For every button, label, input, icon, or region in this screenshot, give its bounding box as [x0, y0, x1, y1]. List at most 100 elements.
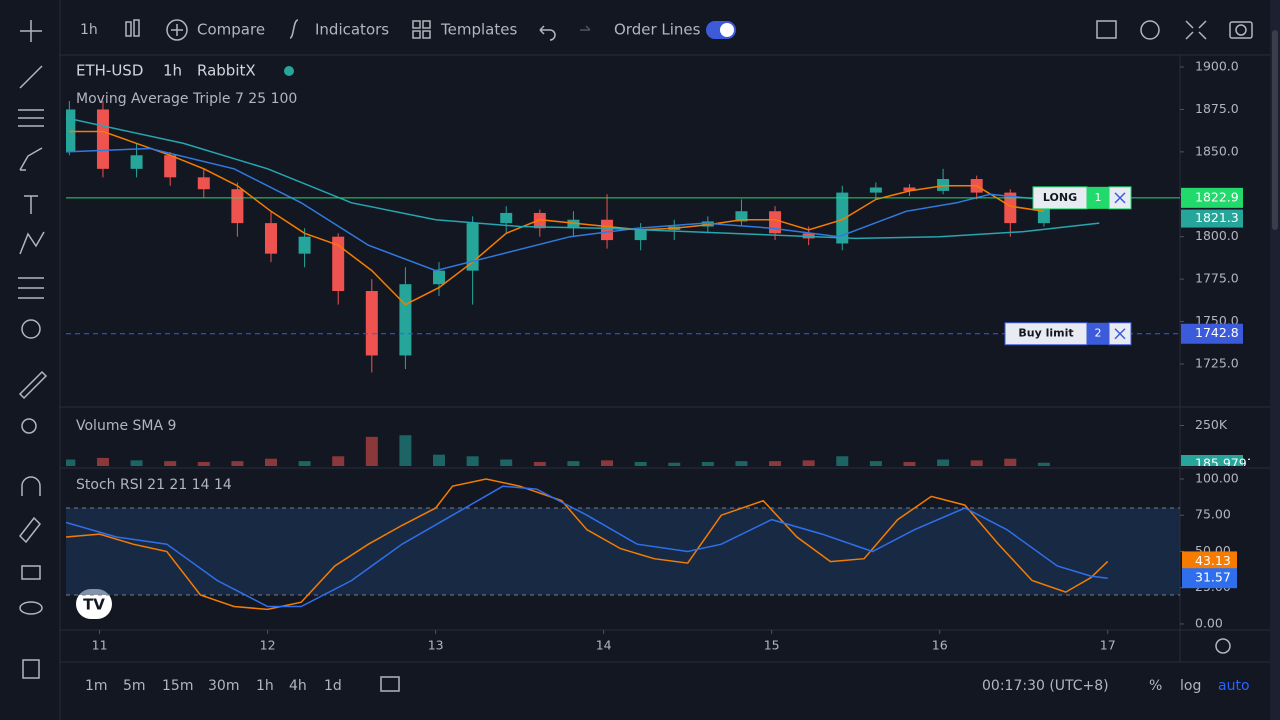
- x-tick-label: 15: [764, 638, 780, 653]
- status-dot: [284, 66, 294, 76]
- delete-tool[interactable]: [22, 659, 40, 679]
- timeframe-button[interactable]: 5m: [123, 678, 146, 694]
- date-range[interactable]: [380, 676, 400, 692]
- volume-bar: [130, 460, 143, 466]
- order-qty-label: 1: [1095, 191, 1102, 204]
- exchange: RabbitX: [197, 62, 256, 80]
- zoom-tool[interactable]: [21, 418, 37, 434]
- candle-body: [634, 229, 647, 241]
- volume-bar: [298, 461, 311, 466]
- indicator-line: [66, 478, 1109, 611]
- order-qty: [1087, 186, 1109, 209]
- candle-body: [937, 179, 950, 191]
- indicators-button[interactable]: Indicators: [315, 21, 389, 39]
- candle-body: [332, 236, 345, 291]
- indicator-line: [66, 117, 1100, 240]
- lock-tool[interactable]: [21, 565, 41, 580]
- volume-bar: [601, 460, 614, 466]
- x-tick-label: 13: [428, 638, 444, 653]
- settings[interactable]: [1140, 20, 1160, 40]
- volume-bar: [1004, 458, 1017, 466]
- templates-icon[interactable]: [412, 20, 421, 29]
- magnet-tool[interactable]: [21, 476, 41, 496]
- candle-body: [365, 290, 378, 356]
- candle-body: [197, 177, 210, 190]
- price-pane: [66, 100, 1100, 373]
- candle-body: [567, 219, 580, 229]
- screenshot[interactable]: [1229, 21, 1253, 39]
- order-qty: [1087, 322, 1109, 345]
- y-tick-label: 1875.0: [1195, 101, 1239, 116]
- logo[interactable]: [76, 589, 112, 619]
- text-tool[interactable]: [24, 195, 38, 214]
- fib-tool[interactable]: [18, 109, 44, 127]
- clock: 00:17:30 (UTC+8): [982, 678, 1109, 694]
- indicators-icon[interactable]: [289, 19, 299, 39]
- candle-body: [264, 223, 277, 254]
- volume-last-tag: 185.9791: [1181, 455, 1250, 466]
- scroll-thumb[interactable]: [1272, 30, 1278, 230]
- timeframe-button[interactable]: 1d: [324, 678, 342, 694]
- templates-button[interactable]: Templates: [440, 21, 517, 39]
- timeframe-button[interactable]: 30m: [208, 678, 239, 694]
- trendline-tool[interactable]: [19, 65, 43, 89]
- templates-icon: [422, 30, 431, 39]
- series-last-tag: [1182, 568, 1237, 589]
- last-price-tag: [1181, 209, 1243, 228]
- volume-bar: [802, 460, 815, 466]
- volume-bar: [164, 461, 177, 466]
- compare-icon[interactable]: [166, 19, 188, 41]
- logo-mark: TV: [83, 596, 105, 614]
- overlay: 1h Compare Indicators Templates Order Lines E…: [66, 21, 1250, 694]
- fullscreen[interactable]: [1185, 20, 1207, 40]
- candle-body: [1004, 192, 1017, 224]
- undo[interactable]: [539, 25, 556, 41]
- last-price-label: 1821.3: [1195, 210, 1239, 225]
- indicator-title: Volume SMA 9: [76, 418, 176, 434]
- volume-bar: [1037, 462, 1050, 466]
- indicator-title: Stoch RSI 21 21 14 14: [76, 477, 232, 493]
- interval-button[interactable]: 1h: [80, 22, 98, 38]
- redo[interactable]: [580, 25, 591, 31]
- draw-mode-tool[interactable]: [19, 516, 41, 544]
- order-tag-label: Buy limit: [1018, 327, 1073, 340]
- compare-button[interactable]: Compare: [197, 21, 265, 39]
- volume-bar: [769, 461, 782, 466]
- crosshair-tool[interactable]: [20, 20, 42, 42]
- percent-toggle[interactable]: %: [1149, 678, 1162, 694]
- timeframe-button[interactable]: 1h: [256, 678, 274, 694]
- timeframe-button[interactable]: 1m: [85, 678, 108, 694]
- volume-bar: [96, 457, 109, 466]
- volume-bar: [735, 461, 748, 466]
- volume-last-box: [1181, 455, 1243, 466]
- emoji-tool[interactable]: [21, 319, 41, 339]
- y-tick-label: 100.00: [1195, 470, 1239, 485]
- camera-lens: [1235, 24, 1247, 36]
- volume-bar: [903, 461, 916, 466]
- timeframe-button[interactable]: 15m: [162, 678, 193, 694]
- candle-body: [399, 284, 412, 356]
- candle-body: [96, 109, 109, 169]
- prediction-tool[interactable]: [18, 277, 44, 299]
- left-toolbar: [18, 20, 48, 679]
- candle-body: [164, 155, 177, 178]
- brush-tool[interactable]: [19, 147, 43, 171]
- pattern-tool[interactable]: [19, 231, 45, 255]
- chart-style[interactable]: [125, 21, 132, 37]
- y-tick-label: 1900.0: [1195, 59, 1239, 74]
- fullscreen-layout[interactable]: [1096, 20, 1117, 39]
- volume-bar: [433, 454, 446, 466]
- axis-settings[interactable]: [1215, 638, 1231, 654]
- visibility-tool[interactable]: [19, 601, 43, 615]
- auto-toggle[interactable]: auto: [1218, 678, 1250, 694]
- log-toggle[interactable]: log: [1180, 678, 1201, 694]
- compare-plus: [171, 24, 183, 36]
- price-tag-label: 1742.8: [1195, 325, 1239, 340]
- candle-body: [735, 211, 748, 222]
- candle-body: [500, 212, 513, 224]
- y-tick-label: 1850.0: [1195, 143, 1239, 158]
- timeframe-button[interactable]: 4h: [289, 678, 307, 694]
- ruler-tool[interactable]: [18, 370, 48, 400]
- series-last-label: 43.13: [1195, 553, 1231, 568]
- y-tick-label: 0.00: [1195, 615, 1223, 630]
